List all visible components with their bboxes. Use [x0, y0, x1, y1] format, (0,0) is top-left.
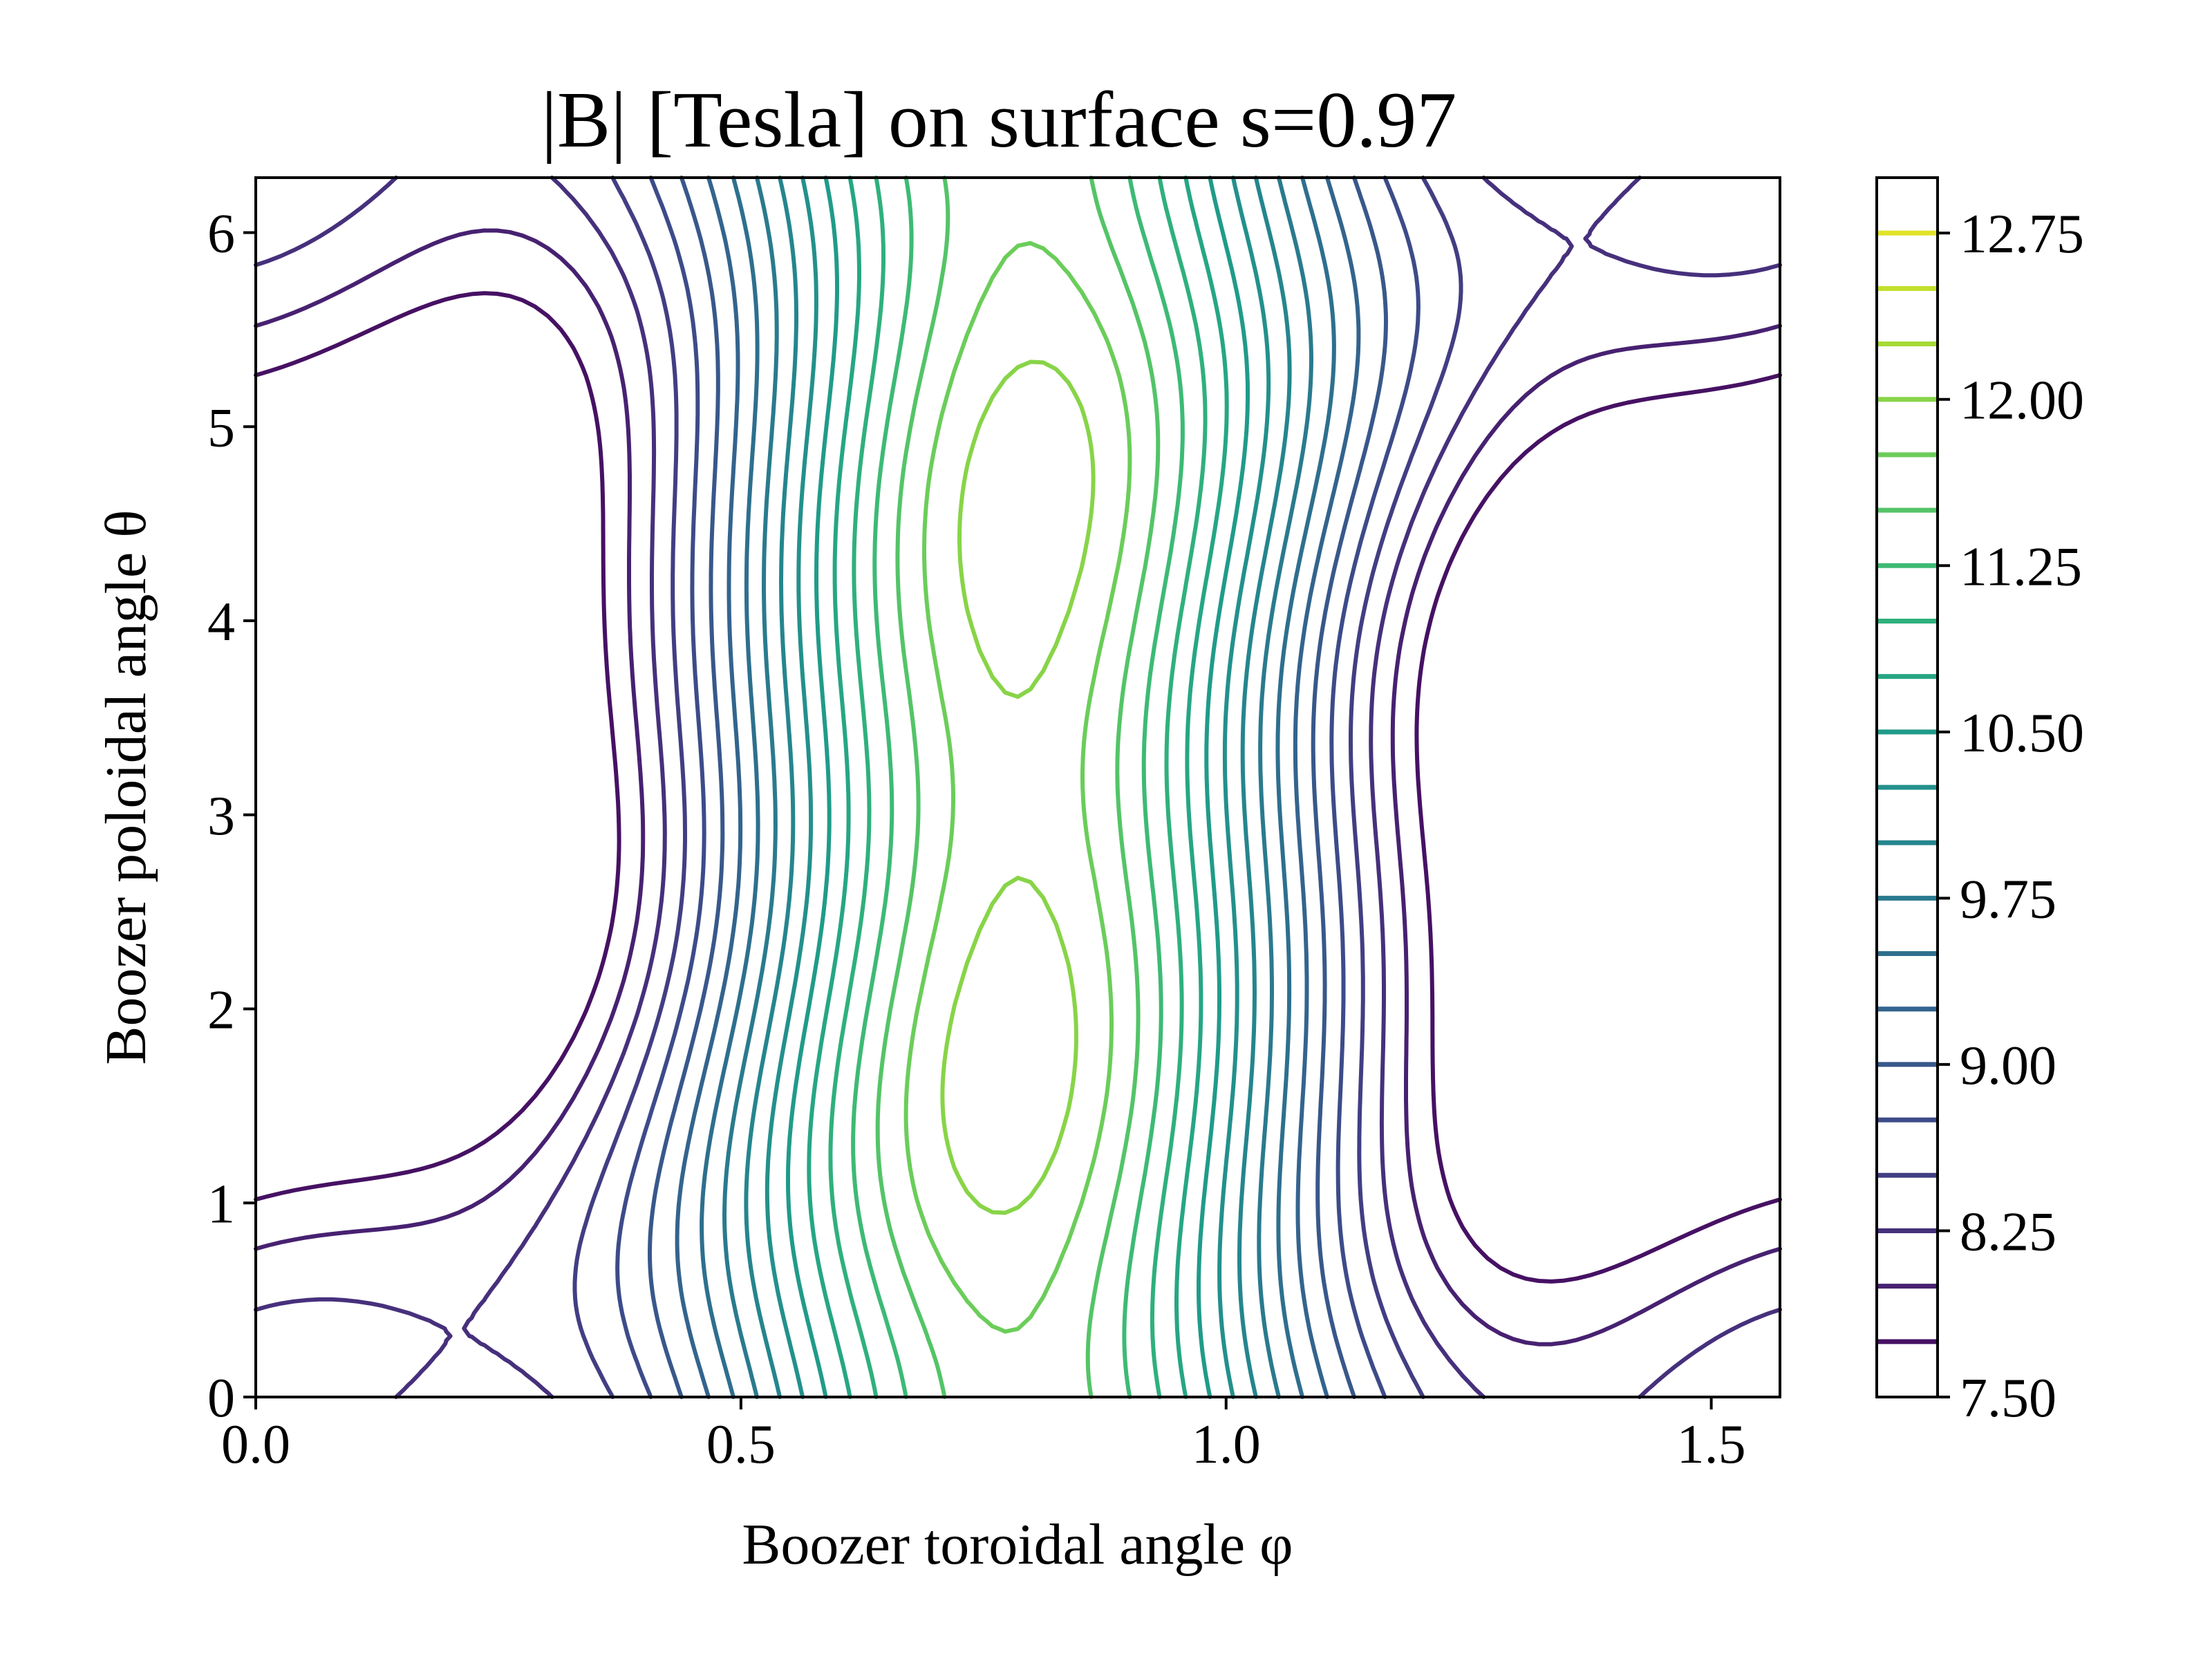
contour-level-13: [828, 176, 1208, 1399]
colorbar-ticks: 7.50 8.25 9.00 9.75 10.50 11.25 12.00 12.75: [1938, 204, 2084, 1429]
contour-level-16: [903, 241, 1132, 1334]
contour-level-2: [254, 176, 1782, 1399]
contour-level-9: [744, 176, 1292, 1399]
x-tick-label: 0.5: [706, 1414, 776, 1475]
contour-level-14: [851, 176, 1185, 1399]
colorbar: [1877, 230, 1938, 1344]
contour-lines: [254, 176, 1782, 1399]
x-tick-label: 1.5: [1677, 1414, 1746, 1475]
colorbar-tick-label: 7.50: [1960, 1368, 2056, 1429]
colorbar-frame: [1875, 176, 1939, 1398]
y-tick-label: 2: [207, 980, 235, 1041]
x-tick-label: 1.0: [1192, 1414, 1261, 1475]
contour-level-17: [940, 359, 1096, 1215]
colorbar-tick-label: 9.75: [1960, 869, 2056, 930]
colorbar-tick-label: 9.00: [1960, 1035, 2056, 1096]
colorbar-tick-label: 8.25: [1960, 1201, 2056, 1262]
y-axis-label: Boozer poloidal angle θ: [94, 509, 158, 1065]
y-tick-label: 0: [207, 1368, 235, 1429]
y-tick-label: 3: [207, 786, 235, 847]
contour-level-3: [572, 176, 1463, 1399]
contour-level-7: [700, 176, 1336, 1399]
x-axis-ticks: 0.0 0.5 1.0 1.5: [221, 1397, 1746, 1475]
contour-level-11: [786, 176, 1250, 1399]
chart-title: |B| [Tesla] on surface s=0.97: [541, 76, 1457, 165]
contour-level-0: [254, 291, 1782, 1284]
contour-level-6: [675, 176, 1361, 1399]
x-tick-label: 0.0: [221, 1414, 290, 1475]
contour-level-1: [254, 228, 1782, 1347]
y-tick-label: 1: [207, 1174, 235, 1235]
colorbar-tick-label: 11.25: [1960, 536, 2082, 597]
y-tick-label: 5: [207, 397, 235, 458]
contour-level-10: [765, 176, 1271, 1399]
y-tick-label: 4: [207, 592, 235, 653]
colorbar-tick-label: 12.00: [1960, 371, 2084, 431]
contour-level-5: [648, 176, 1388, 1399]
colorbar-tick-label: 12.75: [1960, 204, 2084, 265]
contour-level-4: [615, 176, 1421, 1399]
y-tick-label: 6: [207, 204, 235, 265]
contour-level-15: [875, 176, 1161, 1399]
x-axis-label: Boozer toroidal angle φ: [742, 1512, 1293, 1577]
y-axis-ticks: 0 1 2 3 4 5 6: [207, 204, 256, 1429]
plot-frame: [254, 176, 1781, 1398]
colorbar-tick-label: 10.50: [1960, 703, 2084, 764]
contour-level-12: [807, 176, 1229, 1399]
contour-level-8: [722, 176, 1313, 1399]
